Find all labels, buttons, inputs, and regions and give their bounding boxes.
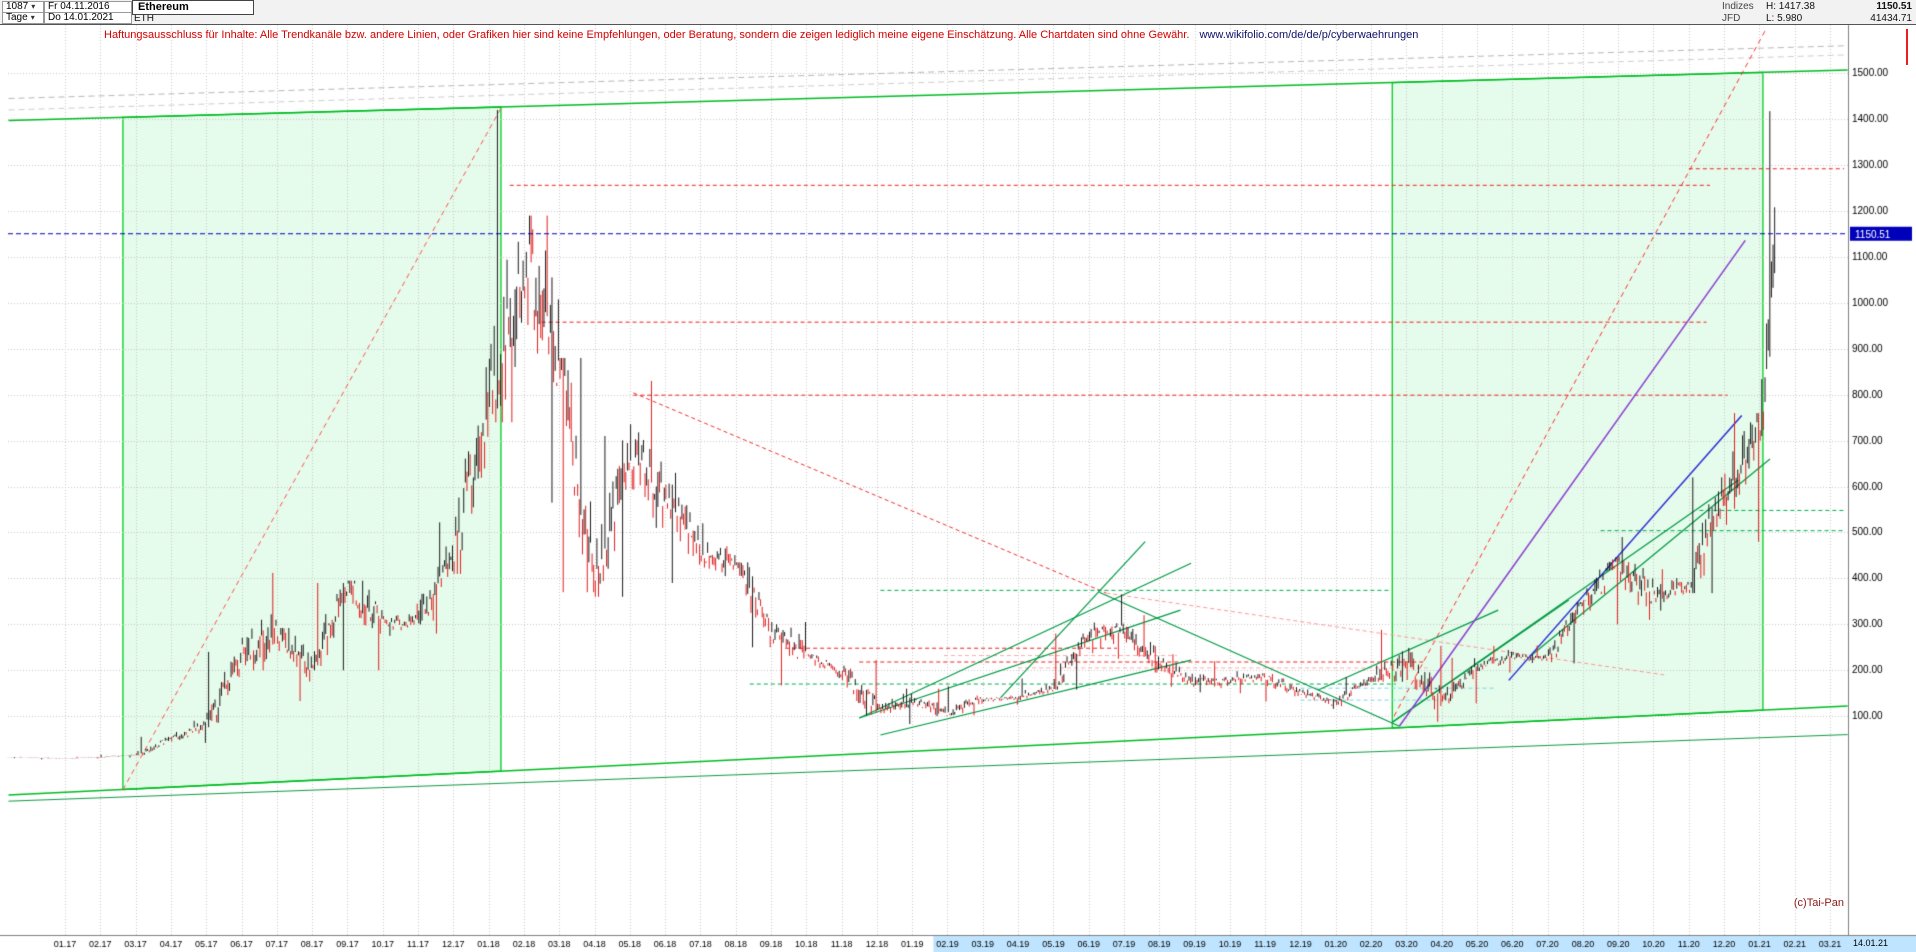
disclaimer-text: Haftungsausschluss für Inhalte: Alle Tre… <box>104 29 1190 41</box>
period-value: Tage <box>6 12 28 23</box>
last-date-label: 14.01.21 <box>1853 938 1889 948</box>
disclaimer: Haftungsausschluss für Inhalte: Alle Tre… <box>104 29 1418 41</box>
day-high-label: H: 1417.38 <box>1766 1 1815 12</box>
disclaimer-url: www.wikifolio.com/de/de/p/cyberwaehrunge… <box>1199 29 1419 41</box>
date-to-field[interactable]: Do 14.01.2021 <box>44 12 132 24</box>
scroll-position-marker <box>1906 29 1908 65</box>
chevron-down-icon: ▾ <box>30 13 35 22</box>
bars-count-value: 1087 <box>6 1 29 12</box>
date-to-value: Do 14.01.2021 <box>48 12 114 23</box>
day-low-label: L: 5.980 <box>1766 13 1803 24</box>
quote-group1-label: Indizes <box>1722 1 1754 12</box>
date-from-value: Fr 04.11.2016 <box>48 1 110 12</box>
index-value: 41434.71 <box>1870 13 1912 24</box>
symbol-code: ETH <box>134 13 154 24</box>
symbol-title[interactable]: Ethereum <box>132 0 254 15</box>
last-price: 1150.51 <box>1876 1 1912 12</box>
period-dropdown[interactable]: Tage ▾ <box>2 12 44 24</box>
copyright-label: (c)Tai-Pan <box>1793 897 1844 909</box>
quote-group2-label: JFD <box>1722 13 1741 24</box>
toolbar: 1087 ▾ Fr 04.11.2016 Tage ▾ Do 14.01.202… <box>0 0 1916 25</box>
chevron-down-icon: ▾ <box>31 2 36 11</box>
